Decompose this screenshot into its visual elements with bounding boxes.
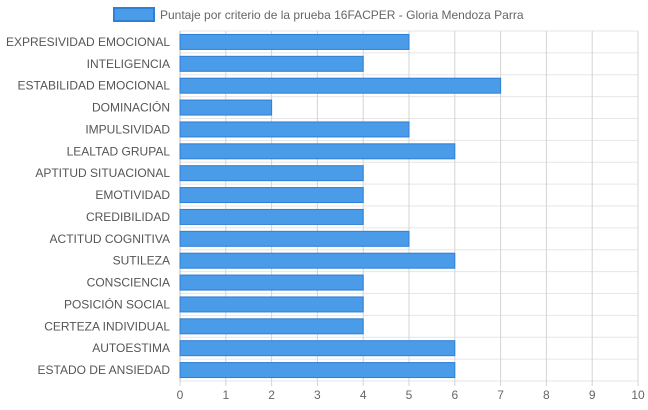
bar — [179, 187, 364, 204]
x-tick-label: 5 — [406, 388, 413, 402]
x-tick-label: 2 — [268, 388, 275, 402]
category-label: ESTABILIDAD EMOCIONAL — [18, 79, 171, 93]
category-label: IMPULSIVIDAD — [85, 122, 170, 136]
category-label: POSICIÓN SOCIAL — [64, 296, 170, 311]
bar — [179, 77, 502, 94]
category-label: ESTADO DE ANSIEDAD — [38, 363, 171, 377]
category-label: DOMINACIÓN — [92, 100, 170, 115]
category-label: INTELIGENCIA — [87, 57, 170, 71]
legend-label: Puntaje por criterio de la prueba 16FACP… — [160, 8, 524, 22]
x-axis-tick-labels: 0 1 2 3 4 5 6 7 8 9 10 — [177, 388, 645, 402]
bars — [179, 33, 502, 379]
category-label: CERTEZA INDIVIDUAL — [44, 319, 170, 333]
category-label: ACTITUD COGNITIVA — [50, 232, 170, 246]
x-tick-label: 0 — [177, 388, 184, 402]
category-labels: EXPRESIVIDAD EMOCIONAL INTELIGENCIA ESTABI… — [6, 35, 170, 377]
x-tick-label: 8 — [543, 388, 550, 402]
bar — [179, 55, 364, 72]
bar — [179, 165, 364, 182]
bar — [179, 340, 456, 357]
x-tick-label: 4 — [360, 388, 367, 402]
category-label: EXPRESIVIDAD EMOCIONAL — [6, 35, 170, 49]
bar — [179, 121, 410, 138]
category-label: CREDIBILIDAD — [86, 210, 170, 224]
bar — [179, 296, 364, 313]
legend[interactable]: Puntaje por criterio de la prueba 16FACP… — [113, 7, 524, 22]
x-tick-label: 7 — [497, 388, 504, 402]
bar — [179, 33, 410, 50]
bar — [179, 99, 273, 116]
x-tick-label: 6 — [451, 388, 458, 402]
category-label: SUTILEZA — [113, 254, 170, 268]
bar — [179, 318, 364, 335]
bar — [179, 362, 456, 379]
bar — [179, 252, 456, 269]
x-tick-label: 3 — [314, 388, 321, 402]
category-label: LEALTAD GRUPAL — [67, 144, 171, 158]
x-tick-label: 9 — [589, 388, 596, 402]
category-label: EMOTIVIDAD — [95, 188, 170, 202]
bar — [179, 143, 456, 160]
x-tick-label: 1 — [222, 388, 229, 402]
legend-swatch — [113, 7, 155, 22]
category-label: AUTOESTIMA — [92, 341, 170, 355]
bar — [179, 230, 410, 247]
category-label: APTITUD SITUACIONAL — [35, 166, 170, 180]
x-tick-label: 10 — [631, 388, 645, 402]
category-label: CONSCIENCIA — [87, 276, 170, 290]
bar — [179, 274, 364, 291]
bar — [179, 208, 364, 225]
